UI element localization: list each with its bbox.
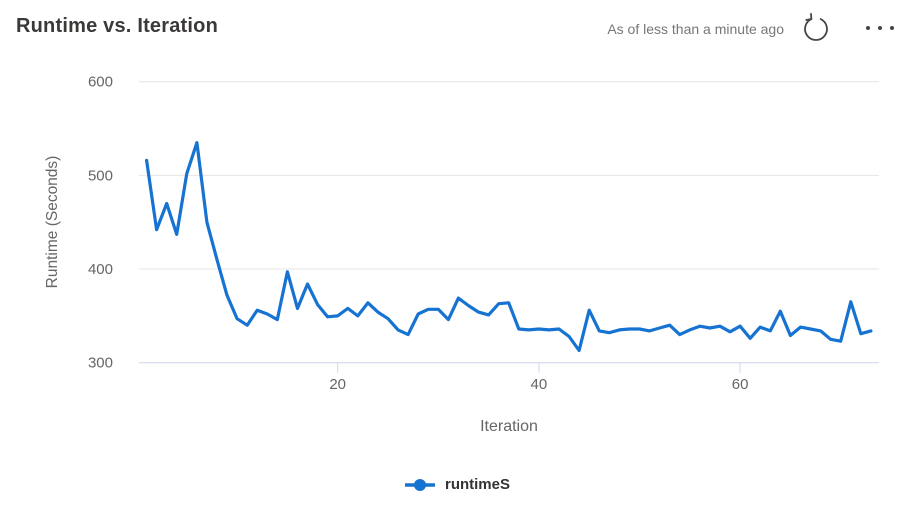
chart-title: Runtime vs. Iteration	[16, 15, 219, 37]
ellipsis-icon	[863, 12, 897, 47]
series-line-runtimeS	[145, 141, 873, 353]
refresh-icon	[800, 12, 832, 47]
x-tick-label-60: 60	[732, 376, 749, 393]
axes	[139, 362, 879, 373]
gridlines	[139, 81, 879, 270]
legend-item-runtimeS[interactable]: runtimeS	[404, 476, 510, 493]
legend-marker-icon	[404, 478, 436, 492]
x-axis-title: Iteration	[480, 418, 538, 435]
legend-label: runtimeS	[444, 476, 510, 493]
legend: runtimeS	[0, 476, 914, 493]
x-tick-label-20: 20	[329, 376, 346, 393]
axis-tick-labels: 300 400 500 600 20 40 60	[88, 74, 748, 393]
y-tick-label-500: 500	[88, 167, 113, 184]
last-refreshed-text: As of less than a minute ago	[607, 21, 784, 37]
y-tick-label-600: 600	[88, 74, 113, 91]
y-tick-label-400: 400	[88, 261, 113, 278]
more-options-button[interactable]	[860, 11, 900, 47]
tile-header-controls: As of less than a minute ago	[607, 0, 900, 58]
x-tick-label-40: 40	[531, 376, 548, 393]
y-axis-title: Runtime (Seconds)	[44, 156, 61, 289]
y-tick-label-300: 300	[88, 355, 113, 372]
refresh-button[interactable]	[798, 11, 834, 47]
line-chart-canvas: 300 400 500 600 20 40 60 Iteration Runtime (Se…	[44, 74, 879, 435]
